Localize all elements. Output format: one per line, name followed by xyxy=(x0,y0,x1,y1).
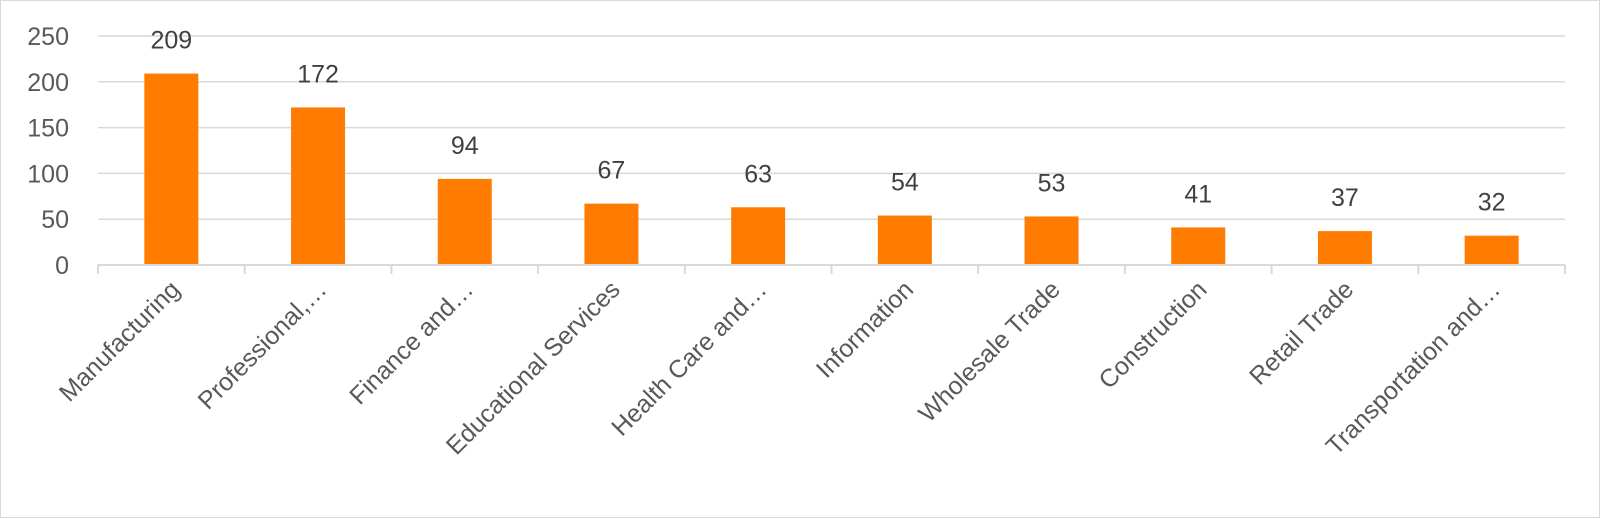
bar xyxy=(1464,235,1519,265)
y-tick-label: 250 xyxy=(27,23,69,51)
x-tick-label: Information xyxy=(811,275,919,383)
bar xyxy=(144,73,199,265)
bar xyxy=(877,215,932,265)
data-label: 172 xyxy=(297,60,339,88)
data-label: 54 xyxy=(891,169,919,197)
data-labels: 209 172 94 67 63 54 53 41 37 32 xyxy=(150,27,1505,217)
x-tick-label: Wholesale Trade xyxy=(913,275,1065,427)
y-tick-label: 200 xyxy=(27,69,69,97)
bar xyxy=(731,207,786,265)
x-tick-label: Retail Trade xyxy=(1244,275,1359,390)
data-label: 41 xyxy=(1184,180,1212,208)
y-tick-label: 0 xyxy=(55,252,69,280)
bar xyxy=(1317,231,1372,265)
y-axis-tick-labels: 0 50 100 150 200 250 xyxy=(27,23,69,280)
y-tick-label: 50 xyxy=(41,206,69,234)
x-axis-category-labels: Manufacturing Professional,… Finance and…E… xyxy=(54,275,1506,460)
x-tick-label: Finance and… xyxy=(344,275,479,410)
bar xyxy=(1024,216,1079,265)
data-label: 63 xyxy=(744,160,772,188)
x-tick-label: Construction xyxy=(1093,275,1212,394)
y-tick-label: 100 xyxy=(27,160,69,188)
y-tick-label: 150 xyxy=(27,115,69,143)
data-label: 209 xyxy=(150,27,192,55)
data-label: 53 xyxy=(1038,169,1066,197)
bar xyxy=(1171,227,1226,265)
data-label: 67 xyxy=(598,157,626,185)
data-label: 37 xyxy=(1331,184,1359,212)
bars xyxy=(144,73,1519,265)
x-tick-label: Professional,… xyxy=(193,275,333,415)
bar xyxy=(291,107,346,265)
x-tick-label: Manufacturing xyxy=(54,275,186,407)
bar xyxy=(437,178,492,265)
data-label: 32 xyxy=(1478,189,1506,217)
x-tick-label: Health Care and… xyxy=(606,275,772,441)
bar xyxy=(584,203,639,265)
x-axis xyxy=(97,264,1566,274)
data-label: 94 xyxy=(451,132,479,160)
